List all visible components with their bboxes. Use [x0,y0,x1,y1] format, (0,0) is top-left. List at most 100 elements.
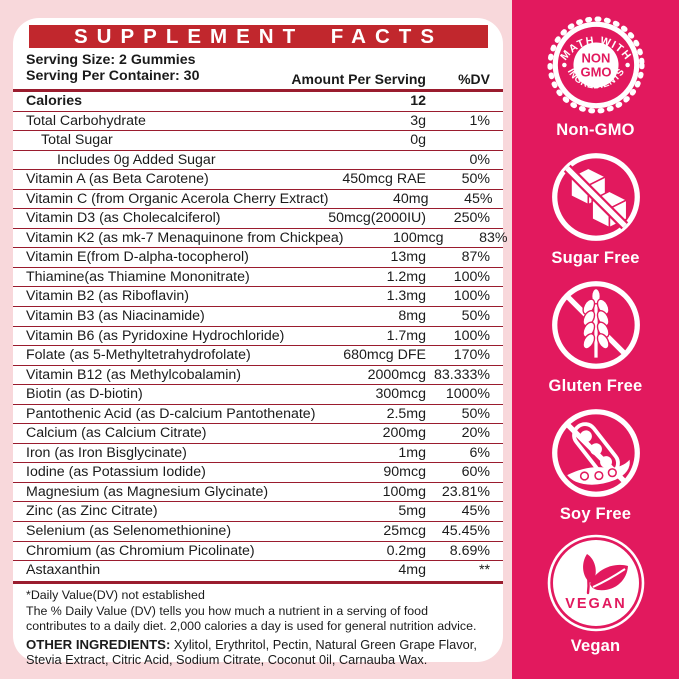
nutrient-name: Vitamin C (from Organic Acerola Cherry E… [26,190,329,207]
other-ingredients-label: OTHER INGREDIENTS: [26,636,171,652]
nutrient-name: Zinc (as Zinc Citrate) [26,503,158,520]
serving-per-container: Serving Per Container: 30 [26,67,200,84]
nutrient-amount: 50mcg(2000IU) [328,210,426,227]
nutrient-amount [326,151,426,170]
badge-gluten-free: Gluten Free [548,277,644,396]
table-row: Includes 0g Added Sugar 0% [13,151,503,171]
nutrient-name: Vitamin B6 (as Pyridoxine Hydrochloride) [26,327,285,344]
nutrient-amount: 2000mcg [367,366,426,383]
table-row: Biotin (as D-biotin) 300mcg 1000% [13,385,503,405]
badge-label: Soy Free [559,505,632,523]
other-ingredients: OTHER INGREDIENTS: Xylitol, Erythritol, … [26,637,489,668]
table-row: Calcium (as Calcium Citrate) 200mg 20% [13,424,503,444]
serving-info: Serving Size: 2 Gummies Serving Per Cont… [26,52,490,87]
nutrient-amount: 680mcg DFE [343,347,426,364]
badge-label: Non-GMO [556,121,635,139]
nutrient-dv: ** [478,562,490,579]
nutrient-name: Chromium (as Chromium Picolinate) [26,542,255,559]
nutrient-name: Thiamine(as Thiamine Mononitrate) [26,268,250,285]
nutrient-amount: 25mcg [383,523,426,540]
nutrient-dv: 250% [453,210,490,227]
nutrient-dv: 50% [461,405,490,422]
badge-vegan: VEGAN Vegan [546,533,646,656]
nutrient-dv [426,92,490,111]
nutrient-amount: 450mcg RAE [342,171,426,188]
nutrient-name: Iodine (as Potassium Iodide) [26,464,206,481]
gluten-free-icon [551,281,640,369]
table-row: Iodine (as Potassium Iodide) 90mcg 60% [13,463,503,483]
nutrient-amount: 12 [410,93,426,109]
table-row: Vitamin A (as Beta Carotene) 450mcg RAE 50… [13,170,503,190]
table-row: Vitamin B12 (as Methylcobalamin) 2000mcg 8… [13,366,503,386]
nutrient-name: Folate (as 5-Methyltetrahydrofolate) [26,347,251,364]
nutrient-amount: 100mg [382,483,426,500]
nutrient-amount: 0.2mg [386,542,426,559]
claims-sidebar: MATH WITH INGREDIENTS NON GMO Non-GMO [512,0,679,679]
nutrient-dv: 20% [461,425,490,442]
table-row: Iron (as Iron Bisglycinate) 1mg 6% [13,444,503,464]
nutrient-name: Magnesium (as Magnesium Glycinate) [26,483,269,500]
nutrient-amount: 3g [410,112,426,129]
nutrient-name: Pantothenic Acid (as D-calcium Pantothen… [26,405,316,422]
nutrient-name: Calories [26,93,82,109]
nutrient-dv: 50% [461,308,490,325]
nutrient-dv [426,131,490,150]
nutrient-dv: 170% [453,347,490,364]
footnote-dv-not-established: *Daily Value(DV) not established [26,587,205,602]
nutrient-dv: 45.45% [441,523,490,540]
badge-label: Gluten Free [548,377,643,395]
nutrient-amount: 1.2mg [386,268,426,285]
badge-soy-free: Soy Free [548,405,644,524]
nutrient-name: Vitamin K2 (as mk-7 Menaquinone from Chi… [26,229,344,246]
vegan-seal-text: VEGAN [565,596,627,612]
nutrient-dv: 83% [479,229,508,246]
table-row: Vitamin B3 (as Niacinamide) 8mg 50% [13,307,503,327]
table-row: Thiamine(as Thiamine Mononitrate) 1.2mg 10… [13,268,503,288]
nutrient-amount: 1mg [398,444,426,461]
supplement-facts-panel: SUPPLEMENT FACTS Serving Size: 2 Gummies… [13,18,508,667]
nutrient-dv: 100% [453,268,490,285]
footnote-daily-value: The % Daily Value (DV) tells you how muc… [26,603,477,634]
nutrient-dv: 1% [469,112,490,129]
badge-sugar-free: Sugar Free [548,149,644,268]
nutrient-dv: 87% [461,249,490,266]
nutrient-dv: 6% [469,444,490,461]
table-row: Selenium (as Selenomethionine) 25mcg 45.45… [13,522,503,542]
table-row: Folate (as 5-Methyltetrahydrofolate) 680m… [13,346,503,366]
nutrient-amount: 300mcg [375,386,426,403]
column-header-dv: %DV [458,71,490,87]
nutrient-dv: 1000% [445,386,490,403]
nutrient-name: Astaxanthin [26,562,101,579]
soy-free-icon [551,409,640,497]
nutrient-name: Iron (as Iron Bisglycinate) [26,444,187,461]
table-row: Vitamin C (from Organic Acerola Cherry E… [13,190,503,210]
nutrient-amount: 100mcg [393,229,444,246]
nutrient-amount: 1.3mg [386,288,426,305]
nutrient-name: Total Carbohydrate [26,112,146,129]
badge-non-gmo: MATH WITH INGREDIENTS NON GMO Non-GMO [544,13,648,140]
badge-label: Vegan [570,637,621,655]
footnotes: *Daily Value(DV) not established The % D… [26,588,489,667]
nutrient-amount: 200mg [382,425,426,442]
sugar-free-icon [551,153,640,241]
table-row: Zinc (as Zinc Citrate) 5mg 45% [13,502,503,523]
nutrient-name: Includes 0g Added Sugar [57,151,216,168]
nutrient-dv: 8.69% [449,542,490,559]
badge-label: Sugar Free [551,249,640,267]
nutrient-dv: 50% [461,171,490,188]
other-ingredients-text: Xylitol, Erythritol, Pectin, Natural Gre… [26,636,477,667]
nutrient-name: Selenium (as Selenomethionine) [26,523,232,540]
table-row: Vitamin B2 (as Riboflavin) 1.3mg 100% [13,287,503,308]
nutrient-amount: 13mg [390,249,427,266]
table-row: Total Carbohydrate 3g 1% [13,112,503,132]
nutrient-name: Vitamin B12 (as Methylcobalamin) [26,366,242,383]
table-row: Pantothenic Acid (as D-calcium Pantothen… [13,405,503,425]
table-row: Vitamin D3 (as Cholecalciferol) 50mcg(200… [13,209,503,229]
table-row: Vitamin K2 (as mk-7 Menaquinone from Chi… [13,229,508,249]
table-row: Vitamin E(from D-alpha-tocopherol) 13mg 87… [13,248,503,268]
nutrient-name: Vitamin D3 (as Cholecalciferol) [26,210,221,227]
supplement-facts-title: SUPPLEMENT FACTS [29,25,488,48]
nutrient-dv: 45% [461,503,490,520]
nutrient-name: Vitamin B3 (as Niacinamide) [26,308,205,325]
nutrient-name: Vitamin B2 (as Riboflavin) [26,288,189,305]
